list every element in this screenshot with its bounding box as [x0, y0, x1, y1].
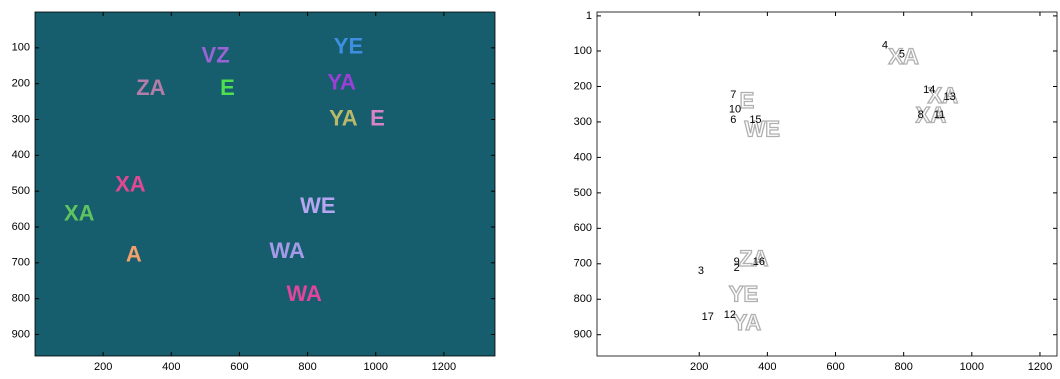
x-tick-label: 600 [826, 361, 844, 373]
index-label: 8 [918, 109, 924, 121]
y-tick-label: 100 [12, 42, 30, 54]
index-label: 3 [698, 265, 704, 277]
index-label: 15 [749, 114, 761, 126]
y-tick-label: 700 [574, 258, 592, 270]
x-tick-label: 1200 [1028, 361, 1052, 373]
y-tick-label: 400 [12, 149, 30, 161]
letter-blob: XA [64, 200, 95, 225]
index-label: 7 [730, 89, 736, 101]
letter-blob: YA [327, 69, 356, 94]
letter-blob: WA [269, 238, 305, 263]
x-tick-label: 800 [298, 361, 316, 373]
index-label: 11 [934, 109, 945, 121]
letter-blob: ZA [136, 75, 165, 100]
letter-outline: YA [733, 310, 762, 335]
letter-blob: A [126, 241, 142, 266]
index-label: 5 [899, 48, 905, 60]
x-tick-label: 400 [758, 361, 776, 373]
x-tick-label: 600 [230, 361, 248, 373]
x-tick-label: 1000 [363, 361, 387, 373]
index-label: 16 [753, 256, 765, 268]
letter-blob: E [370, 105, 385, 130]
y-tick-label: 800 [574, 293, 592, 305]
y-tick-label: 200 [12, 78, 30, 90]
plot-area [597, 12, 1057, 356]
y-tick-label: 900 [12, 328, 30, 340]
y-tick-label: 600 [574, 222, 592, 234]
letter-blob: XA [115, 172, 146, 197]
x-tick-label: 200 [690, 361, 708, 373]
y-tick-label: 900 [574, 329, 592, 341]
letter-blob: WA [286, 281, 322, 306]
y-tick-label: 200 [574, 80, 592, 92]
x-tick-label: 400 [162, 361, 180, 373]
letter-outline: E [740, 88, 755, 113]
x-tick-label: 1000 [960, 361, 984, 373]
letter-blob: YE [334, 34, 363, 59]
x-tick-label: 200 [94, 361, 112, 373]
page: {"chart_data": [ {"type": "image", "back… [0, 0, 1060, 379]
y-tick-label: 1 [586, 10, 592, 22]
index-label: 2 [734, 262, 740, 274]
y-tick-label: 300 [12, 113, 30, 125]
y-tick-label: 800 [12, 293, 30, 305]
letter-blob: WE [300, 193, 335, 218]
letter-blob: VZ [202, 43, 230, 68]
letter-outline: YE [729, 282, 758, 307]
y-tick-label: 400 [574, 151, 592, 163]
figure: YE VZ YA ZA YA E XA WE WA WA A XA E 200 400 600 800 1000 1… [0, 0, 1060, 374]
y-tick-label: 600 [12, 221, 30, 233]
x-tick-label: 800 [894, 361, 912, 373]
plot-area [35, 12, 495, 356]
index-label: 17 [702, 311, 714, 323]
index-label: 6 [730, 114, 736, 126]
index-label: 14 [923, 84, 935, 96]
index-label: 12 [724, 309, 736, 321]
letter-blob: YA [329, 105, 358, 130]
y-tick-label: 500 [574, 187, 592, 199]
letter-blob: E [220, 75, 235, 100]
y-tick-label: 500 [12, 185, 30, 197]
y-tick-label: 700 [12, 257, 30, 269]
index-label: 4 [882, 40, 888, 52]
y-tick-label: 100 [574, 45, 592, 57]
y-tick-label: 300 [574, 116, 592, 128]
x-tick-label: 1200 [432, 361, 456, 373]
index-label: 13 [944, 91, 956, 103]
